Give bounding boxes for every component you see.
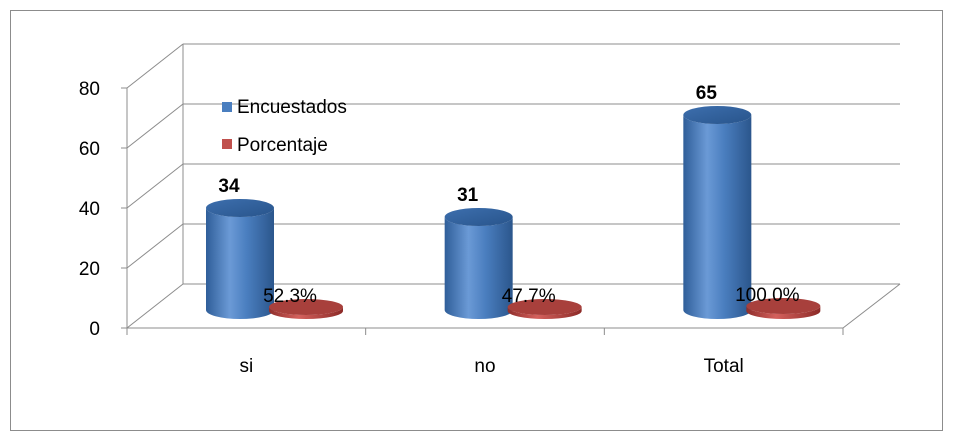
legend-label-porcentaje: Porcentaje bbox=[237, 135, 328, 156]
bar-encuestados-top bbox=[444, 208, 513, 226]
floor-right-edge bbox=[842, 283, 901, 329]
y-tick-label: 20 bbox=[79, 259, 100, 280]
labels-layer: 0 20 40 60 80 si no Total 34 52.3% 31 47.7% 65 100.0% bbox=[79, 79, 800, 377]
data-label-encuestados: 34 bbox=[218, 176, 240, 197]
bar-porcentaje bbox=[269, 306, 343, 319]
bar-porcentaje bbox=[746, 306, 821, 319]
bar-encuestados-top bbox=[683, 106, 752, 124]
legend-swatch-porcentaje bbox=[222, 139, 232, 149]
bar-porcentaje bbox=[507, 307, 582, 319]
data-label-encuestados: 31 bbox=[457, 185, 479, 206]
axis-layer bbox=[121, 43, 901, 335]
data-label-porcentaje: 47.7% bbox=[502, 286, 556, 307]
gridline-side bbox=[126, 43, 184, 89]
bar-porcentaje-top bbox=[269, 298, 343, 315]
bar-encuestados-top bbox=[206, 199, 274, 217]
bar-porcentaje-top bbox=[507, 299, 582, 316]
gridline-side bbox=[126, 103, 184, 149]
x-tick-label: Total bbox=[704, 356, 744, 377]
legend-swatch-encuestados bbox=[222, 102, 232, 112]
legend-label-encuestados: Encuestados bbox=[237, 97, 347, 118]
bar-encuestados bbox=[444, 217, 513, 320]
data-label-porcentaje: 52.3% bbox=[263, 286, 317, 307]
y-tick-label: 80 bbox=[79, 79, 100, 100]
bar-encuestados bbox=[683, 115, 752, 320]
data-label-encuestados: 65 bbox=[696, 83, 718, 104]
gridline-side bbox=[126, 223, 184, 269]
legend: Encuestados Porcentaje bbox=[222, 97, 347, 156]
x-tick-label: si bbox=[239, 356, 253, 377]
gridline-side bbox=[126, 163, 184, 209]
y-tick-label: 40 bbox=[79, 199, 100, 220]
bar-porcentaje-top bbox=[746, 298, 821, 314]
gridline-side bbox=[126, 283, 184, 329]
y-tick-label: 60 bbox=[79, 139, 100, 160]
x-tick-label: no bbox=[474, 356, 495, 377]
bars-layer bbox=[206, 106, 821, 320]
bar-encuestados bbox=[206, 208, 274, 319]
data-label-porcentaje: 100.0% bbox=[735, 285, 800, 306]
y-tick-label: 0 bbox=[89, 319, 100, 340]
